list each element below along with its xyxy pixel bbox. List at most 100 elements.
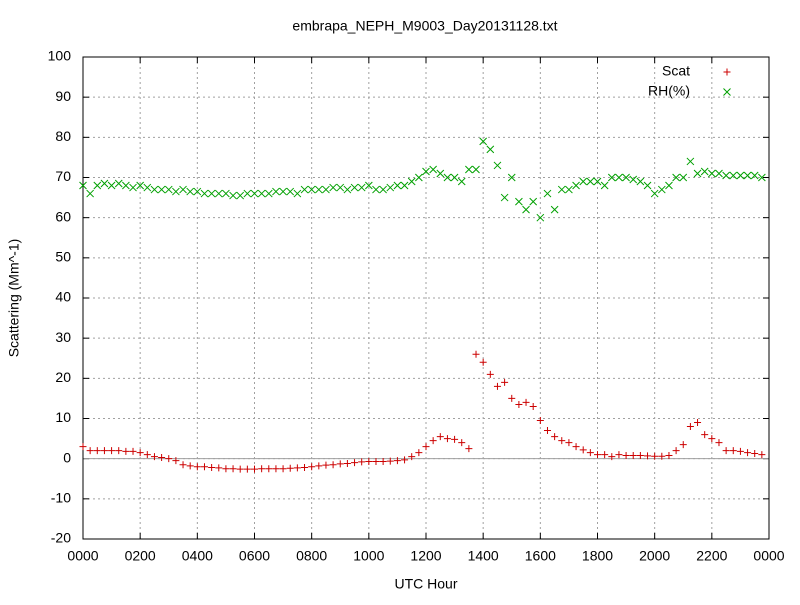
point — [586, 177, 595, 186]
x-tick-label: 2200 — [696, 548, 727, 564]
point — [401, 456, 409, 464]
point — [515, 197, 523, 206]
point — [229, 465, 237, 473]
point — [122, 181, 130, 190]
point — [522, 398, 530, 406]
point — [543, 189, 552, 198]
point — [658, 452, 666, 460]
point — [758, 451, 766, 459]
y-tick-label: 30 — [55, 329, 71, 345]
point — [415, 173, 423, 182]
point — [272, 187, 280, 196]
point — [357, 183, 366, 192]
point — [150, 453, 158, 461]
point — [322, 461, 330, 469]
y-tick-label: 50 — [55, 249, 71, 265]
point — [329, 183, 337, 192]
point — [286, 187, 295, 196]
point — [264, 189, 273, 198]
point — [379, 457, 387, 465]
point — [364, 181, 373, 190]
point — [301, 464, 309, 472]
point — [736, 171, 745, 180]
point — [686, 157, 695, 166]
point — [222, 189, 230, 198]
point — [164, 185, 173, 194]
point — [136, 449, 144, 457]
point — [407, 177, 416, 186]
point — [415, 449, 423, 457]
point — [214, 189, 223, 198]
point — [743, 171, 752, 180]
point — [622, 451, 630, 459]
point — [586, 449, 594, 457]
point — [422, 167, 430, 176]
chart-title: embrapa_NEPH_M9003_Day20131128.txt — [292, 18, 557, 34]
point — [429, 437, 437, 445]
y-tick-label: 80 — [55, 128, 71, 144]
point — [744, 449, 752, 457]
point — [693, 169, 702, 178]
point — [79, 443, 87, 451]
point — [729, 447, 737, 455]
point — [750, 171, 759, 180]
point — [522, 205, 530, 214]
point — [715, 439, 723, 447]
y-tick-label: 60 — [55, 208, 71, 224]
point — [322, 185, 330, 194]
point — [686, 423, 694, 431]
point — [458, 439, 466, 447]
x-tick-label: 1600 — [525, 548, 556, 564]
point — [229, 191, 237, 200]
x-tick-label: 0600 — [239, 548, 270, 564]
point — [372, 185, 380, 194]
point — [336, 460, 344, 468]
y-tick-label: -10 — [51, 490, 71, 506]
point — [679, 441, 687, 449]
point — [86, 189, 94, 198]
point — [507, 173, 516, 182]
point — [708, 435, 716, 443]
point — [479, 358, 487, 366]
point — [450, 173, 459, 182]
point — [243, 465, 251, 473]
point — [607, 173, 616, 182]
point — [122, 447, 130, 455]
point — [508, 394, 516, 402]
point — [200, 189, 209, 198]
point — [379, 185, 387, 194]
point — [643, 181, 652, 190]
point — [551, 433, 559, 441]
point — [236, 465, 244, 473]
point — [193, 463, 201, 471]
point — [758, 173, 766, 182]
point — [179, 461, 187, 469]
point — [286, 464, 294, 472]
point — [193, 187, 202, 196]
y-tick-label: 40 — [55, 289, 71, 305]
point — [700, 167, 709, 176]
point — [107, 181, 116, 190]
point — [486, 370, 494, 378]
point — [579, 446, 587, 454]
point — [386, 183, 395, 192]
point — [615, 451, 623, 459]
point — [258, 465, 266, 473]
point — [465, 165, 473, 174]
point — [79, 181, 87, 190]
point — [536, 213, 545, 222]
y-tick-label: 20 — [55, 369, 71, 385]
point — [279, 465, 287, 473]
point — [572, 443, 580, 451]
point — [694, 419, 702, 427]
point — [436, 169, 445, 178]
point — [215, 464, 223, 472]
legend-label: Scat — [662, 63, 690, 79]
point — [515, 400, 523, 408]
x-tick-label: 0200 — [125, 548, 156, 564]
point — [150, 185, 159, 194]
point — [729, 171, 738, 180]
point — [579, 177, 588, 186]
point — [565, 185, 573, 194]
point — [451, 435, 459, 443]
